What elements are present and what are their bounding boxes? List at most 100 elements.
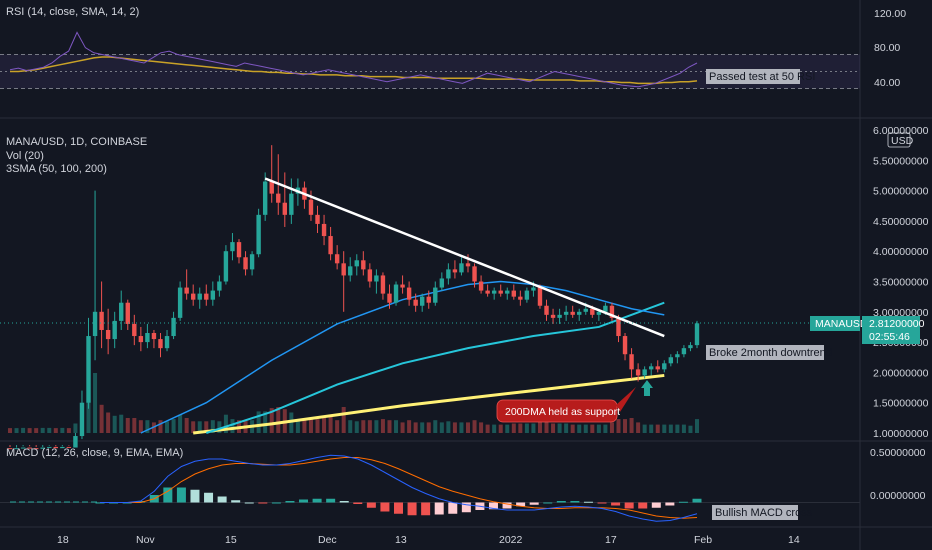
macd-legend[interactable]: MACD (12, 26, close, 9, EMA, EMA) — [6, 447, 183, 459]
volume-bar — [14, 428, 19, 433]
candle-body — [603, 305, 608, 312]
candle-body — [361, 260, 366, 270]
macd-hist-bar — [37, 501, 43, 503]
volume-bar — [348, 420, 353, 433]
price-legend-volume[interactable]: Vol (20) — [6, 150, 44, 162]
candle-body — [354, 260, 359, 267]
volume-bar — [132, 418, 137, 433]
time-tick-15: 15 — [225, 534, 237, 546]
macd-hist-bar — [312, 498, 322, 503]
macd-hist-bar — [339, 501, 349, 503]
volume-bar — [695, 419, 699, 433]
candle-body — [99, 311, 104, 330]
candle-body — [420, 296, 425, 306]
support-annotation-box[interactable] — [496, 399, 618, 423]
volume-bar — [93, 373, 98, 433]
volume-bar — [400, 422, 405, 433]
volume-bar — [263, 411, 268, 433]
volume-bar — [472, 420, 477, 433]
price-legend-sma[interactable]: 3SMA (50, 100, 200) — [6, 163, 107, 175]
candlesticks — [7, 145, 700, 450]
rsi-panel[interactable]: RSI (14, close, SMA, 14, 2) 120.00 80.00… — [0, 6, 906, 89]
macd-hist-bar — [394, 502, 403, 514]
macd-hist-bar — [299, 499, 309, 503]
candle-body — [439, 278, 445, 288]
candle-body — [511, 290, 516, 297]
volume-bar — [505, 424, 510, 433]
candle-body — [622, 336, 628, 355]
rsi-tick-120: 120.00 — [874, 8, 906, 20]
candle-body — [217, 281, 222, 291]
volume-bar — [106, 412, 111, 433]
volume-bar — [662, 424, 667, 433]
candle-body — [596, 311, 602, 315]
candle-body — [197, 293, 202, 300]
macd-hist-bar — [502, 502, 512, 509]
volume-bar — [354, 421, 359, 433]
breakout-annotation-box[interactable] — [706, 345, 824, 360]
candle-body — [145, 333, 150, 343]
rsi-tick-80: 80.00 — [874, 42, 900, 54]
candle-body — [20, 447, 26, 449]
time-tick-dec: Dec — [318, 534, 337, 546]
candle-body — [236, 242, 242, 258]
macd-hist-bar — [326, 498, 336, 503]
volume-bar — [537, 420, 542, 433]
sma200-line — [193, 373, 665, 435]
macd-hist-bar — [556, 501, 566, 503]
price-panel[interactable]: MANA/USD, 1D, COINBASE Vol (20) 3SMA (50… — [0, 125, 929, 450]
candle-body — [321, 223, 327, 237]
sma50-line — [140, 280, 665, 434]
candle-body — [400, 284, 405, 288]
macd-hist-bar — [64, 501, 70, 503]
volume-bar — [34, 428, 39, 433]
volume-bar — [40, 427, 45, 433]
macd-hist-bar — [529, 502, 539, 505]
macd-hist-bar — [434, 502, 444, 515]
price-legend-symbol[interactable]: MANA/USD, 1D, COINBASE — [6, 136, 147, 148]
volume-bar — [230, 419, 235, 433]
candle-body — [472, 266, 477, 282]
volume-bar — [178, 414, 183, 433]
macd-tick-0.5: 0.50000000 — [870, 447, 926, 459]
sma100-line — [205, 301, 665, 434]
volume-bar — [466, 422, 470, 433]
macd-hist-bar — [353, 502, 363, 504]
macd-annotation-box[interactable] — [712, 505, 798, 520]
time-tick-nov: Nov — [136, 534, 155, 546]
macd-panel[interactable]: MACD (12, 26, close, 9, EMA, EMA) 0.5000… — [0, 447, 926, 522]
candle-body — [616, 317, 621, 337]
macd-hist-bar — [285, 501, 295, 503]
macd-hist-bar — [136, 501, 146, 503]
macd-hist-bar — [217, 496, 227, 503]
volume-bar — [413, 422, 418, 433]
candle-body — [557, 314, 562, 318]
price-axis-ticks: 6.00000000 5.50000000 5.00000000 4.50000000… — [873, 125, 929, 440]
downtrend-line[interactable] — [264, 177, 665, 338]
candle-body — [433, 287, 438, 303]
candle-body — [112, 320, 117, 340]
candle-body — [269, 181, 274, 194]
volume-bar — [577, 424, 582, 433]
candle-body — [249, 254, 255, 270]
time-axis[interactable]: 18 Nov 15 Dec 13 2022 17 Feb 14 — [57, 534, 800, 546]
currency-box[interactable] — [887, 132, 911, 148]
macd-hist-bar — [28, 501, 34, 503]
volume-bar — [165, 421, 170, 433]
candle-body — [694, 323, 700, 346]
macd-tick-0: 0.00000000 — [870, 490, 926, 502]
rsi-legend[interactable]: RSI (14, close, SMA, 14, 2) — [6, 6, 139, 18]
price-tick: 6.00000000 — [873, 125, 929, 137]
rsi-annotation-box[interactable] — [706, 69, 800, 84]
symbol-tag[interactable] — [810, 316, 860, 331]
candle-body — [158, 339, 163, 349]
volume-bar — [302, 419, 307, 433]
symbol-tag-text: MANAUSD — [815, 318, 868, 330]
candle-body — [308, 199, 314, 215]
volume-bar — [171, 419, 176, 433]
macd-annotation-text: Bullish MACD cross — [715, 507, 813, 519]
volume-bar — [387, 420, 392, 433]
candle-body — [243, 257, 248, 270]
candle-body — [537, 287, 543, 306]
